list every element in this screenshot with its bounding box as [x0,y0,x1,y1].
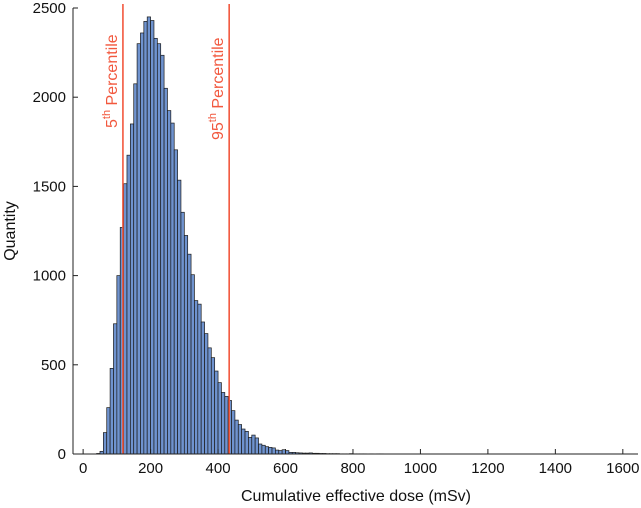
y-tick-label: 1500 [33,178,66,195]
bars-group [96,16,384,455]
histogram-bar [156,43,162,455]
histogram-bar [136,43,141,455]
histogram-bar [163,87,168,455]
y-axis-label: Quantity [2,201,19,261]
x-tick-label: 1400 [539,460,572,477]
histogram-bar [254,437,259,455]
histogram-bar [167,110,172,455]
percentile-label: 5th Percentile [101,34,121,128]
histogram-bar [210,357,216,455]
histogram-bar [204,333,209,455]
histogram-bar [173,149,178,455]
histogram-bar [103,432,108,455]
percentile-lines: 5th Percentile 95th Percentile [101,4,230,454]
histogram-bar [143,21,148,455]
histogram-bar [133,83,138,455]
y-tick-label: 500 [41,357,66,374]
histogram-bar [123,183,128,455]
histogram-bar [281,449,286,455]
histogram-bar [180,211,185,455]
histogram-bar [150,20,155,455]
y-tick-label: 1000 [33,268,66,285]
histogram-bar [197,303,202,455]
histogram-bar [170,122,175,455]
y-tick-label: 2500 [33,0,66,17]
x-tick-label: 200 [138,460,163,477]
histogram-bar [261,444,266,455]
histogram-bar [190,274,195,455]
histogram-bar [224,396,229,455]
x-tick-label: 600 [273,460,298,477]
histogram-bar [231,410,236,455]
histogram-bar [221,392,226,455]
histogram-bar [160,54,165,455]
histogram-bar [217,382,222,455]
histogram-bar [109,368,114,455]
histogram-bar [106,407,111,455]
histogram-bar [194,300,199,455]
histogram-bar [241,428,246,455]
y-tick-label: 0 [58,446,66,463]
x-tick-label: 1200 [471,460,504,477]
histogram-bar [129,123,135,455]
histogram-bar [264,446,269,455]
x-tick-label: 1000 [404,460,437,477]
x-tick-label: 0 [79,460,87,477]
histogram-bar [177,179,182,455]
histogram-bar [244,430,249,455]
histogram-bar [248,437,253,455]
histogram-bar [113,323,118,455]
x-tick-label: 1600 [606,460,639,477]
histogram-bar [126,154,131,455]
histogram-bar [146,16,151,455]
histogram-bar [234,419,239,455]
histogram-bar [140,32,145,455]
histogram-bar [214,370,219,455]
y-tick-label: 2000 [33,89,66,106]
histogram-bar [207,347,212,455]
histogram-bar [251,434,256,455]
histogram-bar [187,253,192,455]
histogram-bar [271,447,276,455]
histogram-bar [116,275,121,455]
histogram-bar [278,450,283,455]
histogram-bar [200,321,205,455]
axes: 0 200 400 600 800 1000 1200 1400 1600 0 500 1000 150… [33,0,640,477]
histogram-bar [153,37,158,455]
histogram-bar [285,450,290,455]
histogram-bar [275,449,280,455]
histogram-bar [183,235,189,455]
histogram-bar [237,424,243,455]
x-tick-label: 800 [340,460,365,477]
x-tick-label: 400 [206,460,231,477]
histogram-bar [268,447,273,455]
x-axis-label: Cumulative effective dose (mSv) [241,488,471,505]
histogram-bar [258,443,263,455]
percentile-label: 95th Percentile [207,37,227,140]
